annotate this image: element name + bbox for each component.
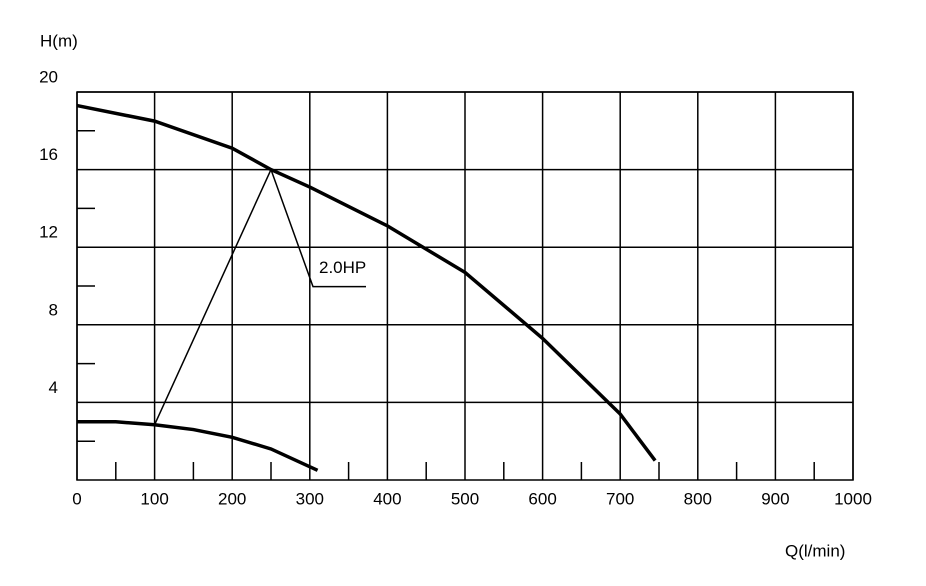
x-tick-label: 400 [373,489,401,508]
x-tick-label: 500 [451,489,479,508]
annotation-line [153,169,272,426]
x-tick-label: 700 [606,489,634,508]
curve [76,103,657,462]
x-tick-label: 900 [761,489,789,508]
x-tick-label: 200 [218,489,246,508]
x-axis-label: Q(l/min) [785,541,845,560]
x-tick-label: 600 [528,489,556,508]
curve [77,420,319,472]
x-tick-label: 800 [684,489,712,508]
x-tick-label: 100 [140,489,168,508]
y-tick-label: 20 [39,67,58,86]
x-tick-label: 300 [296,489,324,508]
annotation-leader [270,169,366,288]
x-tick-label: 0 [72,489,81,508]
annotation-label: 2.0HP [319,258,366,277]
x-tick-label: 1000 [834,489,872,508]
y-tick-label: 16 [39,145,58,164]
y-tick-label: 8 [49,300,58,319]
y-tick-label: 12 [39,223,58,242]
y-tick-label: 4 [49,378,58,397]
y-axis-label: H(m) [40,31,78,50]
